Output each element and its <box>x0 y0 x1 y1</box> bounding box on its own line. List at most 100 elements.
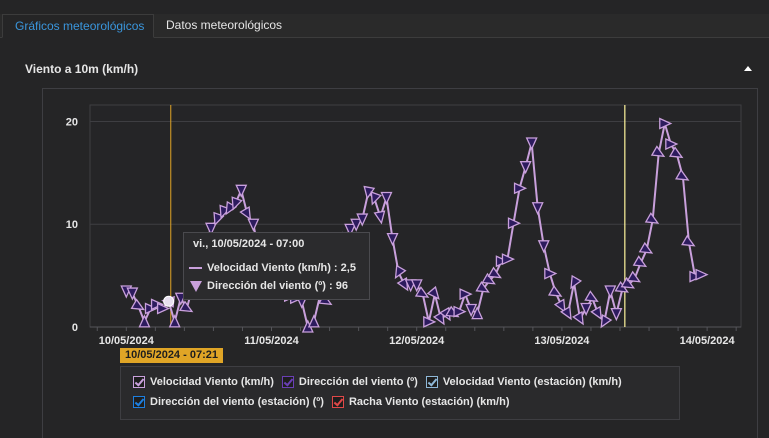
direction-marker <box>507 217 522 230</box>
direction-marker <box>453 305 467 318</box>
checkbox-icon[interactable] <box>331 396 344 408</box>
chart-tooltip: vi., 10/05/2024 - 07:00 Velocidad Viento… <box>183 232 370 300</box>
direction-marker <box>356 213 369 227</box>
legend-velocidad-viento[interactable]: Velocidad Viento (km/h) <box>133 376 274 388</box>
direction-marker <box>668 146 684 159</box>
direction-marker <box>426 285 440 300</box>
tooltip-speed: Velocidad Viento (km/h) : 2,5 <box>207 262 356 274</box>
direction-marker <box>638 241 654 254</box>
direction-marker <box>632 255 648 268</box>
direction-marker <box>126 287 139 301</box>
tooltip-title: vi., 10/05/2024 - 07:00 <box>193 238 305 250</box>
tab-datos[interactable]: Datos meteorológicos <box>166 18 283 32</box>
direction-marker <box>481 272 496 285</box>
direction-marker <box>239 206 252 221</box>
direction-marker <box>386 232 399 247</box>
direction-marker <box>626 270 642 283</box>
direction-marker <box>363 185 376 200</box>
legend-label: Racha Viento (estación) (km/h) <box>348 396 510 408</box>
tab-graficos[interactable]: Gráficos meteorológicos <box>2 14 154 38</box>
direction-marker <box>225 200 238 216</box>
direction-marker <box>513 182 528 195</box>
legend-label: Dirección del viento (estación) (º) <box>150 396 324 408</box>
direction-marker <box>695 268 709 281</box>
direction-marker <box>459 288 473 301</box>
direction-marker <box>544 267 558 280</box>
direction-marker <box>665 138 679 151</box>
direction-marker <box>584 290 599 303</box>
y-tick-label: 0 <box>72 322 78 334</box>
direction-marker <box>519 161 532 175</box>
direction-marker <box>681 234 696 247</box>
direction-marker <box>235 184 248 198</box>
direction-marker <box>344 223 357 237</box>
legend-velocidad-estacion[interactable]: Velocidad Viento (estación) (km/h) <box>425 376 622 388</box>
chart-legend: Velocidad Viento (km/h) Dirección del vi… <box>120 366 680 420</box>
direction-marker <box>432 310 445 326</box>
chart-frame <box>42 88 758 438</box>
direction-marker <box>525 137 538 151</box>
tooltip-direction: Dirección del viento (º) : 96 <box>207 280 348 292</box>
direction-marker <box>423 315 437 328</box>
legend-direccion-estacion[interactable]: Dirección del viento (estación) (º) <box>133 396 324 408</box>
direction-marker <box>487 266 502 279</box>
cursor-time-label: 10/05/2024 - 07:21 <box>120 348 223 363</box>
legend-label: Velocidad Viento (km/h) <box>150 376 274 388</box>
direction-marker <box>604 285 617 299</box>
tooltip-row-direction: Dirección del viento (º) : 96 <box>189 280 348 292</box>
direction-marker <box>659 117 673 130</box>
direction-marker <box>600 313 613 329</box>
direction-marker <box>168 314 181 328</box>
checkbox-icon[interactable] <box>133 376 145 388</box>
direction-marker <box>675 168 690 181</box>
direction-marker <box>380 191 393 206</box>
direction-marker <box>610 307 623 322</box>
panel-title: Viento a 10m (km/h) <box>25 62 139 76</box>
direction-marker <box>501 253 516 266</box>
x-tick-label: 10/05/2024 <box>99 335 155 347</box>
legend-direccion-viento[interactable]: Dirección del viento (º) <box>281 376 418 388</box>
x-tick-label: 11/05/2024 <box>244 335 299 347</box>
direction-marker <box>644 212 660 224</box>
x-tick-label: 13/05/2024 <box>534 335 590 347</box>
direction-marker <box>570 274 583 290</box>
y-tick-label: 20 <box>66 116 78 128</box>
legend-label: Dirección del viento (º) <box>298 376 418 388</box>
direction-marker <box>138 314 151 328</box>
direction-marker <box>590 305 603 321</box>
direction-marker <box>231 196 243 211</box>
direction-marker <box>178 300 194 313</box>
tooltip-row-speed: Velocidad Viento (km/h) : 2,5 <box>189 262 356 274</box>
direction-marker <box>373 210 386 225</box>
direction-triangle-icon <box>190 280 202 292</box>
speed-line-icon <box>189 267 202 269</box>
collapse-caret-icon[interactable] <box>744 66 752 71</box>
x-tick-label: 12/05/2024 <box>389 335 445 347</box>
direction-marker <box>471 306 484 320</box>
direction-marker <box>620 276 636 289</box>
direction-marker <box>537 240 550 254</box>
legend-label: Velocidad Viento (estación) (km/h) <box>442 376 622 388</box>
checkbox-icon[interactable] <box>281 376 294 388</box>
direction-marker <box>414 286 430 298</box>
direction-marker <box>580 302 593 317</box>
tab-bar: Gráficos meteorológicos Datos meteorológ… <box>0 14 769 38</box>
direction-marker <box>465 303 478 318</box>
checkbox-icon[interactable] <box>133 396 145 408</box>
direction-marker <box>307 314 320 328</box>
direction-marker <box>475 280 490 293</box>
direction-marker <box>410 279 423 293</box>
checkbox-icon[interactable] <box>425 376 438 388</box>
hover-point <box>163 295 175 307</box>
direction-marker <box>130 298 145 311</box>
top-bar <box>0 0 769 14</box>
direction-marker <box>394 264 407 280</box>
direction-marker <box>553 298 566 314</box>
direction-marker <box>247 218 260 232</box>
direction-marker <box>531 202 544 216</box>
direction-marker <box>559 305 572 321</box>
direction-marker <box>156 302 171 315</box>
direction-marker <box>547 285 563 297</box>
legend-racha-estacion[interactable]: Racha Viento (estación) (km/h) <box>331 396 510 408</box>
direction-marker <box>572 310 584 326</box>
